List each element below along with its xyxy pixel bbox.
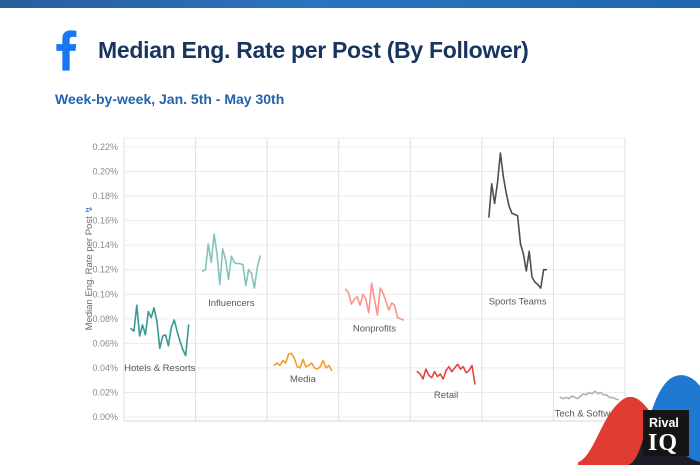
panel-label: Influencers: [208, 298, 255, 309]
engagement-chart-svg: 0.00% 0.02% 0.04% 0.06% 0.08% 0.10% 0.12% 0.14%…: [84, 137, 626, 422]
y-tick-label: 0.00%: [92, 412, 118, 422]
y-tick-label: 0.06%: [92, 338, 118, 348]
panel-label: Nonprofits: [353, 324, 397, 335]
y-tick-label: 0.08%: [92, 314, 118, 324]
series-line-media: [273, 352, 333, 372]
series-line-retail: [416, 363, 476, 385]
engagement-chart: 0.00% 0.02% 0.04% 0.06% 0.08% 0.10% 0.12% 0.14%…: [80, 136, 640, 428]
series-line-nonprofits: [344, 282, 405, 321]
page-title: Median Eng. Rate per Post (By Follower): [98, 37, 529, 63]
series-line-sports-teams: [488, 152, 548, 289]
y-tick-label: 0.20%: [92, 167, 118, 177]
y-tick-label: 0.14%: [92, 240, 118, 250]
rivaliq-logo: Rival IQ: [578, 375, 700, 465]
series-line-influencers: [201, 233, 261, 289]
y-tick-label: 0.04%: [92, 363, 118, 373]
boost-lightning-icon: ↯: [84, 206, 95, 217]
series-line-tech-software: [559, 390, 619, 401]
report-header: Median Eng. Rate per Post (By Follower): [55, 30, 529, 71]
top-accent-bar: [0, 0, 700, 8]
y-axis-title: Median Eng. Rate per Post ↯: [84, 206, 95, 331]
facebook-icon: [56, 30, 77, 71]
y-tick-label: 0.16%: [92, 216, 118, 226]
panel-label: Hotels & Resorts: [124, 363, 196, 374]
panel-label: Retail: [434, 390, 458, 401]
y-tick-label: 0.18%: [92, 191, 118, 201]
y-tick-label: 0.12%: [92, 265, 118, 275]
panel-label: Sports Teams: [489, 297, 547, 308]
y-tick-label: 0.10%: [92, 289, 118, 299]
date-range-subtitle: Week-by-week, Jan. 5th - May 30th: [55, 91, 285, 107]
rivaliq-square: [643, 410, 689, 456]
y-tick-label: 0.02%: [92, 387, 118, 397]
rivaliq-wordmark-line1: Rival: [649, 416, 679, 430]
y-tick-label: 0.22%: [92, 142, 118, 152]
rivaliq-wordmark-line2: IQ: [648, 430, 678, 456]
panel-label: Media: [290, 374, 317, 385]
panel-label: Tech & Software: [555, 408, 624, 419]
series-line-hotels-resorts: [130, 304, 190, 357]
